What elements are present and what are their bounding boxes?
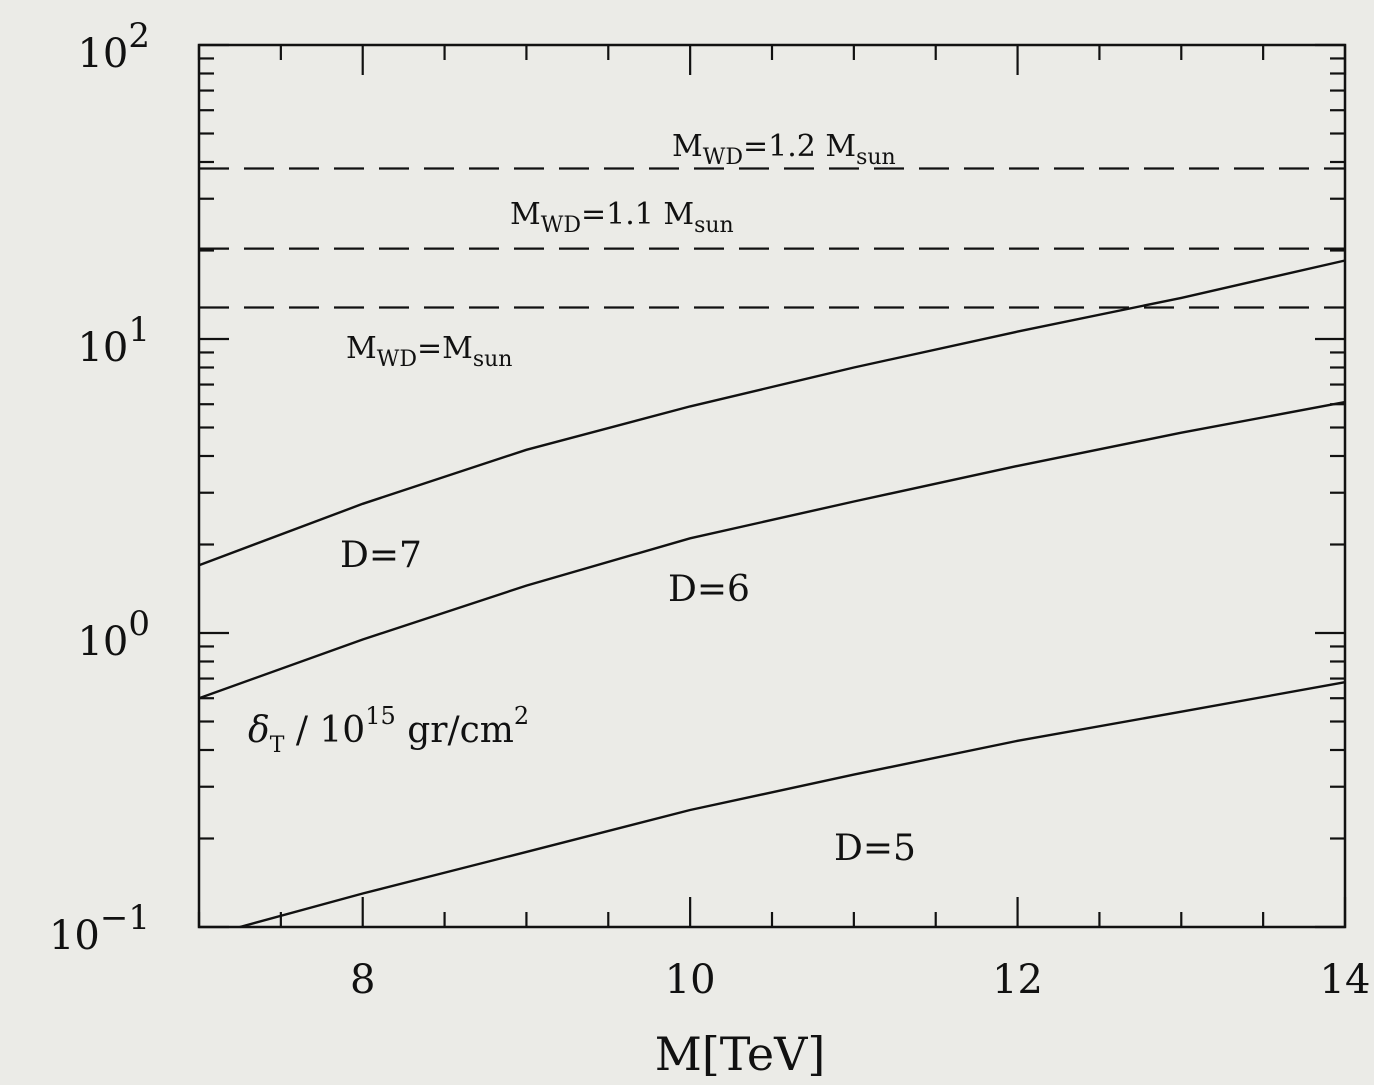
- x-tick-label: 8: [350, 957, 375, 1003]
- y-tick-label: 101: [77, 310, 150, 371]
- y-tick-label: 102: [77, 16, 150, 77]
- series-line: [239, 681, 1346, 929]
- y-tick-label: 100: [77, 604, 150, 665]
- x-tick-label: 14: [1320, 957, 1371, 1003]
- label-mwd-1-1: MWD=1.1 Msun: [510, 197, 734, 238]
- y-axis-label: δT / 1015 gr/cm2: [248, 702, 529, 758]
- x-axis-label: M[TeV]: [655, 1027, 826, 1081]
- series-lines: [198, 167, 1346, 929]
- x-tick-label: 10: [665, 957, 716, 1003]
- label-d6: D=6: [668, 569, 750, 610]
- label-d5: D=5: [834, 828, 916, 869]
- label-mwd-1-0: MWD=Msun: [346, 331, 512, 372]
- label-d7: D=7: [340, 535, 422, 576]
- series-line: [198, 259, 1346, 567]
- x-tick-labels: 8 10 12 14: [350, 957, 1370, 1003]
- y-tick-label: 10−1: [49, 898, 150, 959]
- label-mwd-1-2: MWD=1.2 Msun: [672, 129, 896, 170]
- x-tick-label: 12: [992, 957, 1043, 1003]
- axis-ticks: [197, 43, 1347, 929]
- series-line: [198, 400, 1346, 700]
- y-tick-labels: 10−1 100 101 102: [49, 16, 150, 959]
- plot-frame: [197, 43, 1347, 929]
